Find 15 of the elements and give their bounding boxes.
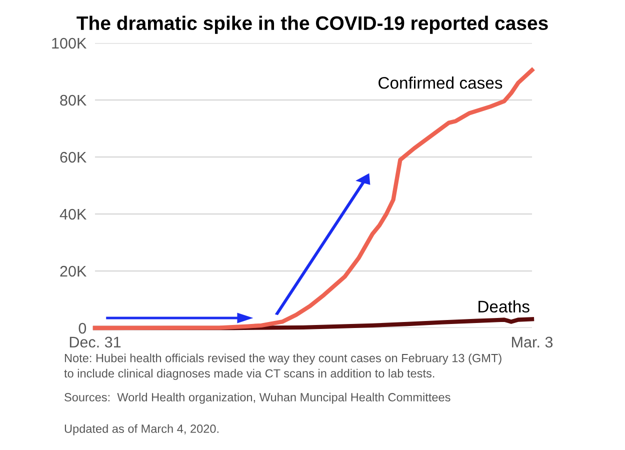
series-label: Confirmed cases — [378, 76, 502, 89]
y-tick-label: 80K — [60, 94, 86, 106]
y-tick-label: 40K — [60, 208, 86, 220]
source-note: Sources: World Health organization, Wuhan Muncipal Health Committees — [64, 392, 450, 404]
x-tick-label: Dec. 31 — [70, 336, 121, 348]
series-label: Deaths — [478, 300, 530, 313]
text: Note: Hubei health officials revised the way they count cases on February 13 (GMT) to include clinical diagnoses made via CT scans in addition to lab tests. — [64, 354, 502, 380]
x-tick-label: Mar. 3 — [512, 336, 553, 348]
y-tick-label: 60K — [60, 152, 86, 163]
chart-title: The dramatic spike in the COVID-19 reported cases — [76, 16, 548, 34]
y-tick-label: 20K — [60, 266, 86, 277]
y-tick-label: 0 — [78, 322, 86, 334]
line-series — [92, 68, 534, 330]
y-tick-label: 100K — [52, 38, 86, 49]
text: Updated as of March 4, 2020. — [64, 424, 218, 436]
